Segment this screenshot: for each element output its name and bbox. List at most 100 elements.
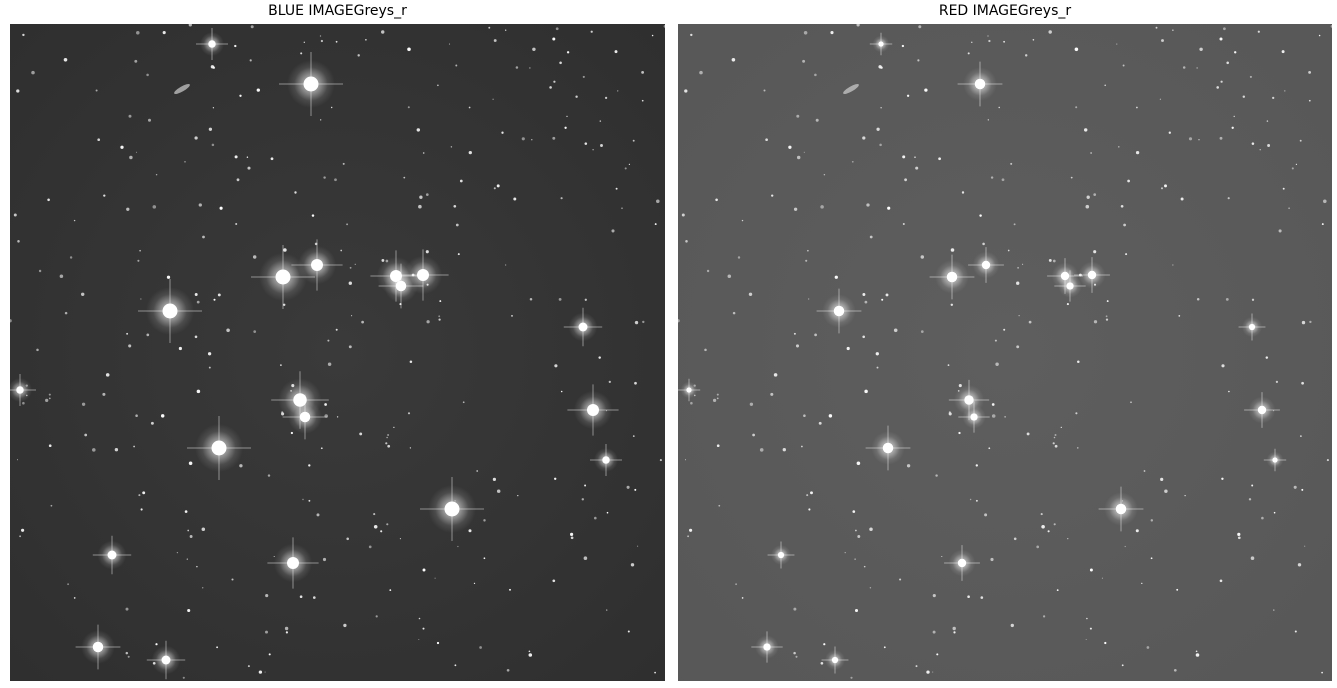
faint-star (948, 412, 952, 416)
faint-star (513, 197, 517, 201)
faint-star (211, 143, 215, 147)
faint-star (1024, 54, 1028, 57)
bright-star (751, 631, 783, 663)
bright-star (196, 28, 228, 60)
faint-star (869, 587, 872, 589)
faint-star (36, 348, 39, 352)
faint-star (552, 136, 556, 140)
faint-star (140, 298, 142, 300)
faint-star (1053, 436, 1056, 439)
faint-star (582, 75, 585, 78)
faint-star (505, 29, 507, 31)
faint-star (253, 330, 257, 333)
faint-star (16, 89, 20, 93)
faint-star (187, 529, 190, 532)
faint-star (17, 240, 20, 243)
faint-star (608, 380, 611, 384)
faint-star (335, 40, 338, 43)
faint-star (716, 393, 719, 396)
bright-star (1263, 448, 1287, 472)
faint-star (439, 300, 442, 303)
faint-star (1083, 128, 1088, 132)
faint-star (803, 151, 805, 153)
faint-star (558, 297, 562, 301)
faint-star (807, 249, 809, 252)
faint-star (727, 274, 732, 278)
faint-star (1273, 511, 1276, 514)
faint-star (234, 44, 237, 48)
faint-star (1248, 498, 1252, 501)
faint-star (936, 653, 939, 656)
faint-star (308, 499, 311, 502)
faint-star (136, 31, 140, 35)
faint-star (496, 489, 501, 493)
faint-star (689, 528, 693, 532)
faint-star (488, 26, 491, 29)
bright-star (397, 249, 449, 301)
bright-star (282, 394, 328, 440)
faint-star (856, 24, 860, 27)
faint-star (678, 319, 680, 323)
faint-star (988, 39, 991, 43)
faint-star (560, 197, 563, 200)
faint-star (247, 665, 250, 668)
faint-star (407, 412, 411, 415)
faint-star (403, 176, 406, 179)
faint-star (564, 126, 567, 129)
faint-star (361, 320, 364, 324)
faint-star (998, 106, 1000, 109)
faint-star (796, 114, 800, 118)
faint-star (1308, 99, 1311, 102)
faint-star (796, 155, 801, 160)
faint-star (335, 328, 338, 331)
faint-star (1124, 545, 1126, 548)
faint-star (128, 114, 132, 118)
faint-star (654, 223, 657, 226)
faint-star (258, 670, 263, 674)
faint-star (634, 381, 637, 385)
faint-star (855, 529, 857, 532)
faint-star (492, 477, 496, 481)
faint-star (150, 421, 154, 425)
faint-star (1293, 485, 1297, 489)
faint-star (92, 448, 96, 452)
faint-star (1136, 106, 1138, 109)
faint-star (69, 256, 73, 259)
faint-star (854, 558, 856, 560)
faint-star (256, 88, 260, 92)
faint-star (198, 203, 202, 207)
faint-star (1123, 223, 1126, 227)
bright-star (1074, 257, 1110, 293)
faint-star (493, 187, 496, 190)
faint-star (1237, 532, 1241, 536)
faint-star (634, 320, 639, 325)
faint-star (126, 332, 129, 335)
faint-star (184, 160, 186, 163)
faint-star (552, 579, 556, 583)
faint-star (1295, 163, 1298, 166)
faint-star (324, 403, 327, 406)
faint-star (971, 41, 973, 43)
faint-star (805, 259, 808, 262)
faint-star (468, 150, 472, 155)
faint-star (1265, 356, 1269, 359)
faint-star (336, 416, 339, 418)
faint-star (1257, 30, 1260, 33)
faint-star (615, 187, 618, 190)
faint-star (146, 73, 149, 77)
faint-star (457, 545, 459, 548)
faint-star (139, 249, 141, 252)
faint-star (704, 348, 707, 352)
faint-star (1259, 149, 1261, 151)
faint-star (146, 333, 150, 337)
faint-star (450, 146, 453, 148)
faint-star (133, 445, 135, 448)
faint-star (1321, 223, 1324, 226)
faint-star (264, 671, 266, 673)
faint-star (1301, 320, 1306, 325)
faint-star (1234, 51, 1237, 54)
faint-star (196, 389, 201, 394)
bright-star (816, 288, 862, 334)
faint-star (212, 107, 215, 109)
faint-star (803, 414, 806, 417)
